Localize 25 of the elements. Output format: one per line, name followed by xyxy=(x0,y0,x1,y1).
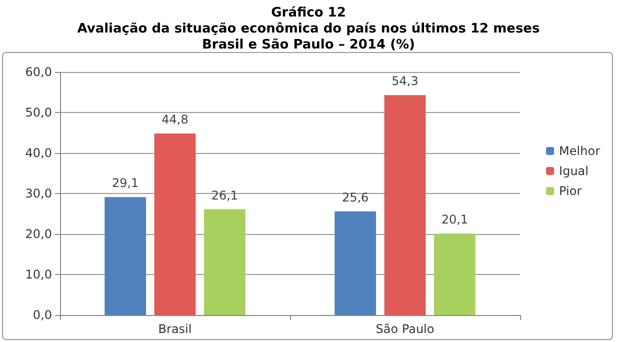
bar xyxy=(154,134,196,315)
bar xyxy=(204,209,246,315)
x-tick-label: Brasil xyxy=(158,322,192,336)
x-tick-label: São Paulo xyxy=(376,322,434,336)
bar xyxy=(334,211,376,315)
data-label: 20,1 xyxy=(441,212,468,227)
y-tick-label: 30,0 xyxy=(25,186,52,200)
chart-title: Gráfico 12 Avaliação da situação econômica do país nos últimos 12 meses Brasil e São Paulo – 2014 (%) xyxy=(77,6,540,52)
legend-label: Pior xyxy=(559,184,582,198)
data-label: 54,3 xyxy=(392,74,418,88)
y-tick-label: 50,0 xyxy=(25,106,52,120)
legend-label: Melhor xyxy=(559,144,600,158)
y-tick-label: 60,0 xyxy=(25,65,52,79)
y-tick-label: 0,0 xyxy=(32,308,52,322)
y-tick-label: 10,0 xyxy=(25,268,52,282)
bar xyxy=(384,95,426,315)
data-label: 44,8 xyxy=(162,112,188,127)
data-label: 25,6 xyxy=(342,190,369,204)
data-label: 29,1 xyxy=(112,176,139,190)
y-tick-label: 20,0 xyxy=(25,227,52,241)
data-label: 26,1 xyxy=(211,188,238,202)
bar xyxy=(434,234,476,315)
y-tick-label: 40,0 xyxy=(25,146,52,160)
legend-label: Igual xyxy=(559,164,588,178)
bar xyxy=(104,197,146,315)
